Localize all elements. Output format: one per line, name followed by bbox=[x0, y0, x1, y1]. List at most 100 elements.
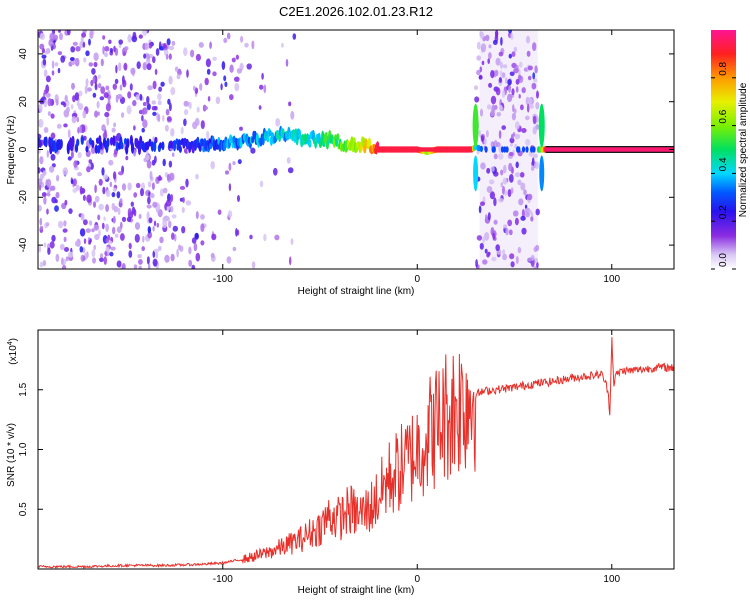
noise-speckle bbox=[223, 75, 227, 82]
noise-speckle bbox=[124, 46, 129, 51]
noise-speckle bbox=[99, 96, 105, 101]
noise-speckle bbox=[64, 94, 68, 103]
noise-speckle bbox=[128, 250, 133, 258]
noise-speckle bbox=[49, 32, 55, 42]
noise-speckle bbox=[94, 110, 99, 118]
noise-speckle bbox=[153, 248, 159, 253]
noise-speckle bbox=[50, 153, 56, 161]
noise-speckle bbox=[533, 78, 538, 83]
signal-sample bbox=[505, 146, 509, 153]
noise-speckle bbox=[525, 35, 531, 44]
noise-speckle bbox=[198, 42, 204, 48]
colorbar: 0.0 0.2 0.4 0.6 0.8 Normalized spectral ampl… bbox=[711, 30, 749, 270]
noise-speckle bbox=[140, 188, 144, 197]
noise-speckle bbox=[147, 181, 152, 188]
colorbar-tick-label: 0.2 bbox=[718, 205, 729, 219]
noise-speckle bbox=[126, 216, 132, 222]
noise-speckle bbox=[79, 228, 86, 237]
noise-speckle bbox=[54, 199, 58, 204]
noise-speckle bbox=[144, 42, 148, 50]
spectrogram-xtick-label: 0 bbox=[414, 274, 420, 285]
noise-speckle bbox=[49, 241, 55, 249]
signal-band bbox=[545, 147, 674, 152]
noise-speckle bbox=[123, 62, 128, 71]
noise-speckle bbox=[112, 187, 117, 192]
noise-speckle bbox=[111, 127, 116, 133]
noise-speckle bbox=[142, 119, 148, 129]
noise-speckle bbox=[42, 170, 47, 176]
signal-sample bbox=[148, 138, 152, 147]
noise-speckle bbox=[490, 70, 495, 79]
signal-sample bbox=[161, 141, 165, 151]
noise-speckle bbox=[223, 37, 228, 44]
noise-speckle bbox=[509, 253, 515, 260]
noise-speckle bbox=[104, 52, 108, 58]
noise-speckle bbox=[493, 219, 498, 225]
noise-speckle bbox=[486, 252, 490, 258]
snr-panel: -100 0 100 0.5 1.0 1.5 Height of straight li… bbox=[6, 329, 675, 596]
noise-speckle bbox=[183, 118, 187, 127]
noise-speckle bbox=[47, 98, 52, 107]
noise-speckle bbox=[135, 182, 141, 189]
noise-speckle bbox=[510, 187, 514, 194]
noise-speckle bbox=[118, 62, 122, 72]
snr-y-label: SNR (10 * v/v) bbox=[6, 423, 17, 487]
noise-speckle bbox=[174, 66, 179, 72]
noise-speckle bbox=[172, 225, 178, 232]
noise-speckle bbox=[486, 186, 493, 193]
noise-speckle bbox=[160, 81, 165, 87]
snr-multiplier-exp: 4 bbox=[7, 341, 14, 345]
noise-speckle bbox=[508, 229, 513, 236]
noise-speckle bbox=[481, 60, 485, 66]
noise-speckle bbox=[228, 183, 232, 192]
noise-speckle bbox=[127, 91, 132, 99]
noise-speckle bbox=[89, 162, 94, 170]
noise-speckle bbox=[46, 208, 49, 215]
signal-sample bbox=[336, 133, 340, 142]
noise-speckle bbox=[102, 45, 105, 55]
noise-speckle bbox=[94, 195, 100, 203]
noise-speckle bbox=[157, 93, 162, 101]
noise-speckle bbox=[191, 264, 196, 269]
noise-speckle bbox=[492, 232, 496, 240]
noise-speckle bbox=[514, 172, 521, 178]
noise-speckle bbox=[221, 61, 226, 70]
noise-speckle bbox=[171, 214, 177, 219]
noise-speckle bbox=[475, 259, 478, 268]
noise-speckle bbox=[142, 102, 147, 106]
noise-speckle bbox=[528, 97, 533, 106]
noise-speckle bbox=[532, 126, 537, 135]
noise-speckle bbox=[170, 87, 176, 96]
noise-speckle bbox=[67, 129, 71, 139]
noise-speckle bbox=[56, 174, 60, 182]
noise-speckle bbox=[136, 61, 141, 69]
noise-speckle bbox=[38, 178, 43, 186]
noise-speckle bbox=[496, 112, 502, 117]
signal-sample bbox=[268, 129, 272, 137]
noise-speckle bbox=[517, 74, 522, 81]
noise-speckle bbox=[504, 77, 508, 84]
noise-speckle bbox=[164, 124, 169, 132]
noise-speckle bbox=[204, 77, 209, 86]
noise-speckle bbox=[532, 72, 536, 80]
noise-speckle bbox=[185, 178, 189, 188]
noise-speckle bbox=[50, 132, 56, 140]
spectrogram-x-label: Height of straight line (km) bbox=[298, 286, 415, 297]
noise-speckle bbox=[146, 204, 152, 209]
noise-speckle bbox=[114, 233, 119, 238]
noise-speckle bbox=[224, 81, 228, 88]
signal-sample bbox=[308, 139, 312, 148]
signal-sample bbox=[85, 145, 89, 153]
noise-speckle bbox=[514, 133, 521, 140]
noise-speckle bbox=[152, 250, 156, 258]
noise-speckle bbox=[141, 127, 145, 133]
noise-speckle bbox=[156, 222, 159, 228]
noise-speckle bbox=[146, 103, 151, 111]
noise-speckle bbox=[520, 215, 526, 221]
noise-speckle bbox=[235, 54, 239, 60]
noise-speckle bbox=[98, 229, 101, 237]
noise-speckle bbox=[212, 71, 217, 77]
noise-speckle bbox=[521, 87, 526, 94]
noise-speckle bbox=[89, 30, 94, 39]
noise-speckle bbox=[525, 211, 530, 218]
